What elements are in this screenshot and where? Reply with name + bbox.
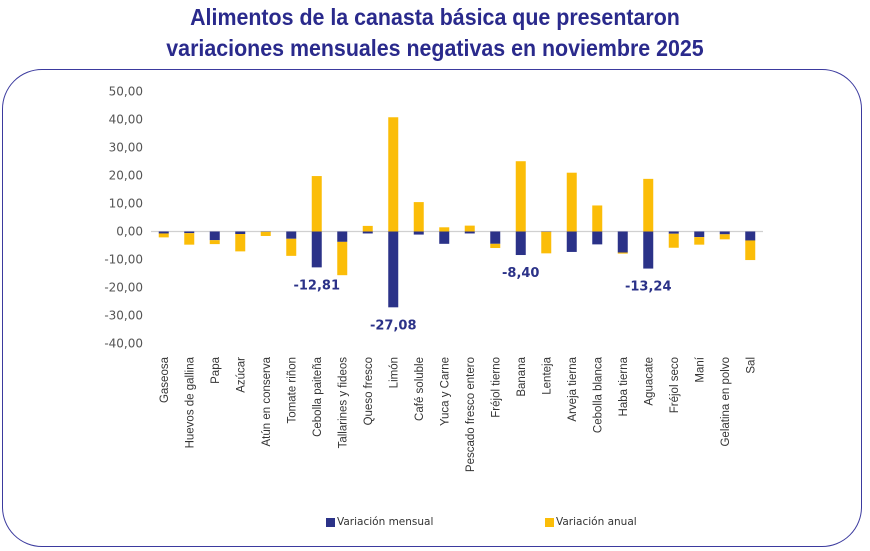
bar-annual [719, 234, 730, 240]
x-axis: Gaseosa Huevos de gallina Papa Azúcar Atún e… [159, 356, 758, 472]
y-tick-label: -20,00 [104, 281, 143, 295]
data-label: -27,08 [370, 318, 417, 333]
legend-label-annual: Variación anual [556, 516, 637, 528]
legend-item-annual: Variación anual [545, 516, 637, 528]
x-tick-label: Limón [388, 357, 400, 388]
x-tick-label: Lenteja [541, 356, 553, 394]
chart-title: Alimentos de la canasta básica que prese… [30, 2, 839, 64]
bar-annual [439, 227, 450, 232]
x-tick-label: Azúcar [235, 357, 247, 393]
x-tick-label: Aguacate [643, 357, 655, 406]
bar-monthly [311, 231, 322, 268]
x-tick-label: Cebolla paiteña [312, 356, 324, 437]
legend-swatch-monthly [326, 517, 335, 527]
legend-swatch-annual [545, 517, 554, 527]
x-tick-label: Banana [516, 356, 528, 396]
y-tick-label: 20,00 [109, 169, 143, 183]
bar-annual [209, 240, 220, 245]
bar-annual [592, 205, 603, 232]
y-axis: 50,00 40,00 30,00 20,00 10,00 0,00 -10,00 -20,0… [104, 85, 143, 351]
y-tick-label: 0,00 [116, 225, 143, 239]
y-tick-label: 40,00 [109, 113, 143, 127]
bar-monthly [388, 231, 399, 308]
bar-monthly [362, 231, 373, 234]
data-label: -13,24 [625, 280, 672, 295]
bar-monthly [464, 231, 475, 234]
y-tick-label: -30,00 [104, 309, 143, 323]
x-tick-label: Tallarines y fideos [337, 357, 349, 449]
y-tick-label: -40,00 [104, 337, 143, 351]
bar-monthly [490, 231, 501, 244]
bar-monthly [286, 231, 297, 239]
bar-annual [515, 161, 526, 232]
bars [158, 117, 756, 308]
x-tick-label: Fréjol seco [669, 357, 681, 413]
y-tick-label: 50,00 [109, 85, 143, 99]
bar-monthly [515, 231, 526, 256]
bar-annual [541, 231, 552, 254]
x-tick-label: Sal [745, 357, 757, 374]
bar-annual [490, 243, 501, 249]
bar-annual [286, 238, 297, 256]
x-tick-label: Queso fresco [363, 357, 375, 425]
bar-monthly [413, 231, 424, 235]
x-tick-label: Cebolla blanca [592, 356, 604, 433]
bar-annual [235, 234, 246, 252]
bar-annual [337, 241, 348, 276]
bar-monthly [209, 231, 220, 241]
bar-annual [643, 178, 654, 232]
bar-annual [464, 225, 475, 232]
bar-monthly [719, 231, 730, 235]
bar-monthly [184, 231, 195, 234]
bar-annual [184, 233, 195, 245]
bar-annual [158, 233, 169, 238]
x-tick-label: Maní [694, 356, 706, 382]
x-tick-label: Haba tierna [618, 356, 630, 416]
bar-monthly [643, 231, 654, 269]
x-tick-label: Atún en conserva [261, 356, 273, 446]
bar-annual [566, 172, 577, 232]
bar-annual [745, 240, 756, 261]
data-labels: -12,81 -27,08 -8,40 -13,24 [293, 266, 671, 333]
bar-annual [668, 233, 679, 248]
bar-monthly [337, 231, 348, 242]
data-label: -8,40 [502, 266, 539, 281]
bar-monthly [694, 231, 705, 238]
chart-title-line-2: variaciones mensuales negativas en novie… [166, 35, 704, 61]
x-tick-label: Papa [210, 356, 222, 383]
y-tick-label: 10,00 [109, 197, 143, 211]
bar-monthly [668, 231, 679, 234]
x-tick-label: Yuca y Carne [439, 357, 451, 426]
bar-monthly [566, 231, 577, 252]
y-tick-label: -10,00 [104, 253, 143, 267]
bar-annual [413, 202, 424, 232]
bar-annual [311, 176, 322, 232]
x-tick-label: Arveja tierna [567, 356, 579, 421]
x-tick-label: Gaseosa [159, 356, 171, 403]
bar-annual [388, 117, 399, 232]
x-tick-label: Café soluble [414, 357, 426, 421]
legend-item-monthly: Variación mensual [326, 516, 433, 528]
chart-frame [2, 69, 862, 547]
bar-annual [362, 225, 373, 232]
bar-monthly [592, 231, 603, 245]
x-tick-label: Fréjol tierno [490, 357, 502, 418]
bar-monthly [235, 231, 246, 235]
chart-title-line-1: Alimentos de la canasta básica que prese… [190, 4, 680, 30]
x-tick-label: Gelatina en polvo [720, 357, 732, 447]
bar-monthly [745, 231, 756, 241]
bar-annual [694, 237, 705, 245]
legend-label-monthly: Variación mensual [337, 516, 434, 528]
bar-monthly [439, 231, 450, 244]
bar-monthly [158, 231, 169, 234]
x-tick-label: Pescado fresco entero [465, 357, 477, 472]
bar-monthly [617, 231, 628, 253]
data-label: -12,81 [293, 278, 340, 293]
y-tick-label: 30,00 [109, 141, 143, 155]
x-tick-label: Tomate riñon [286, 357, 298, 423]
x-tick-label: Huevos de gallina [184, 356, 196, 448]
bar-annual [260, 231, 271, 236]
bar-annual [617, 252, 628, 254]
